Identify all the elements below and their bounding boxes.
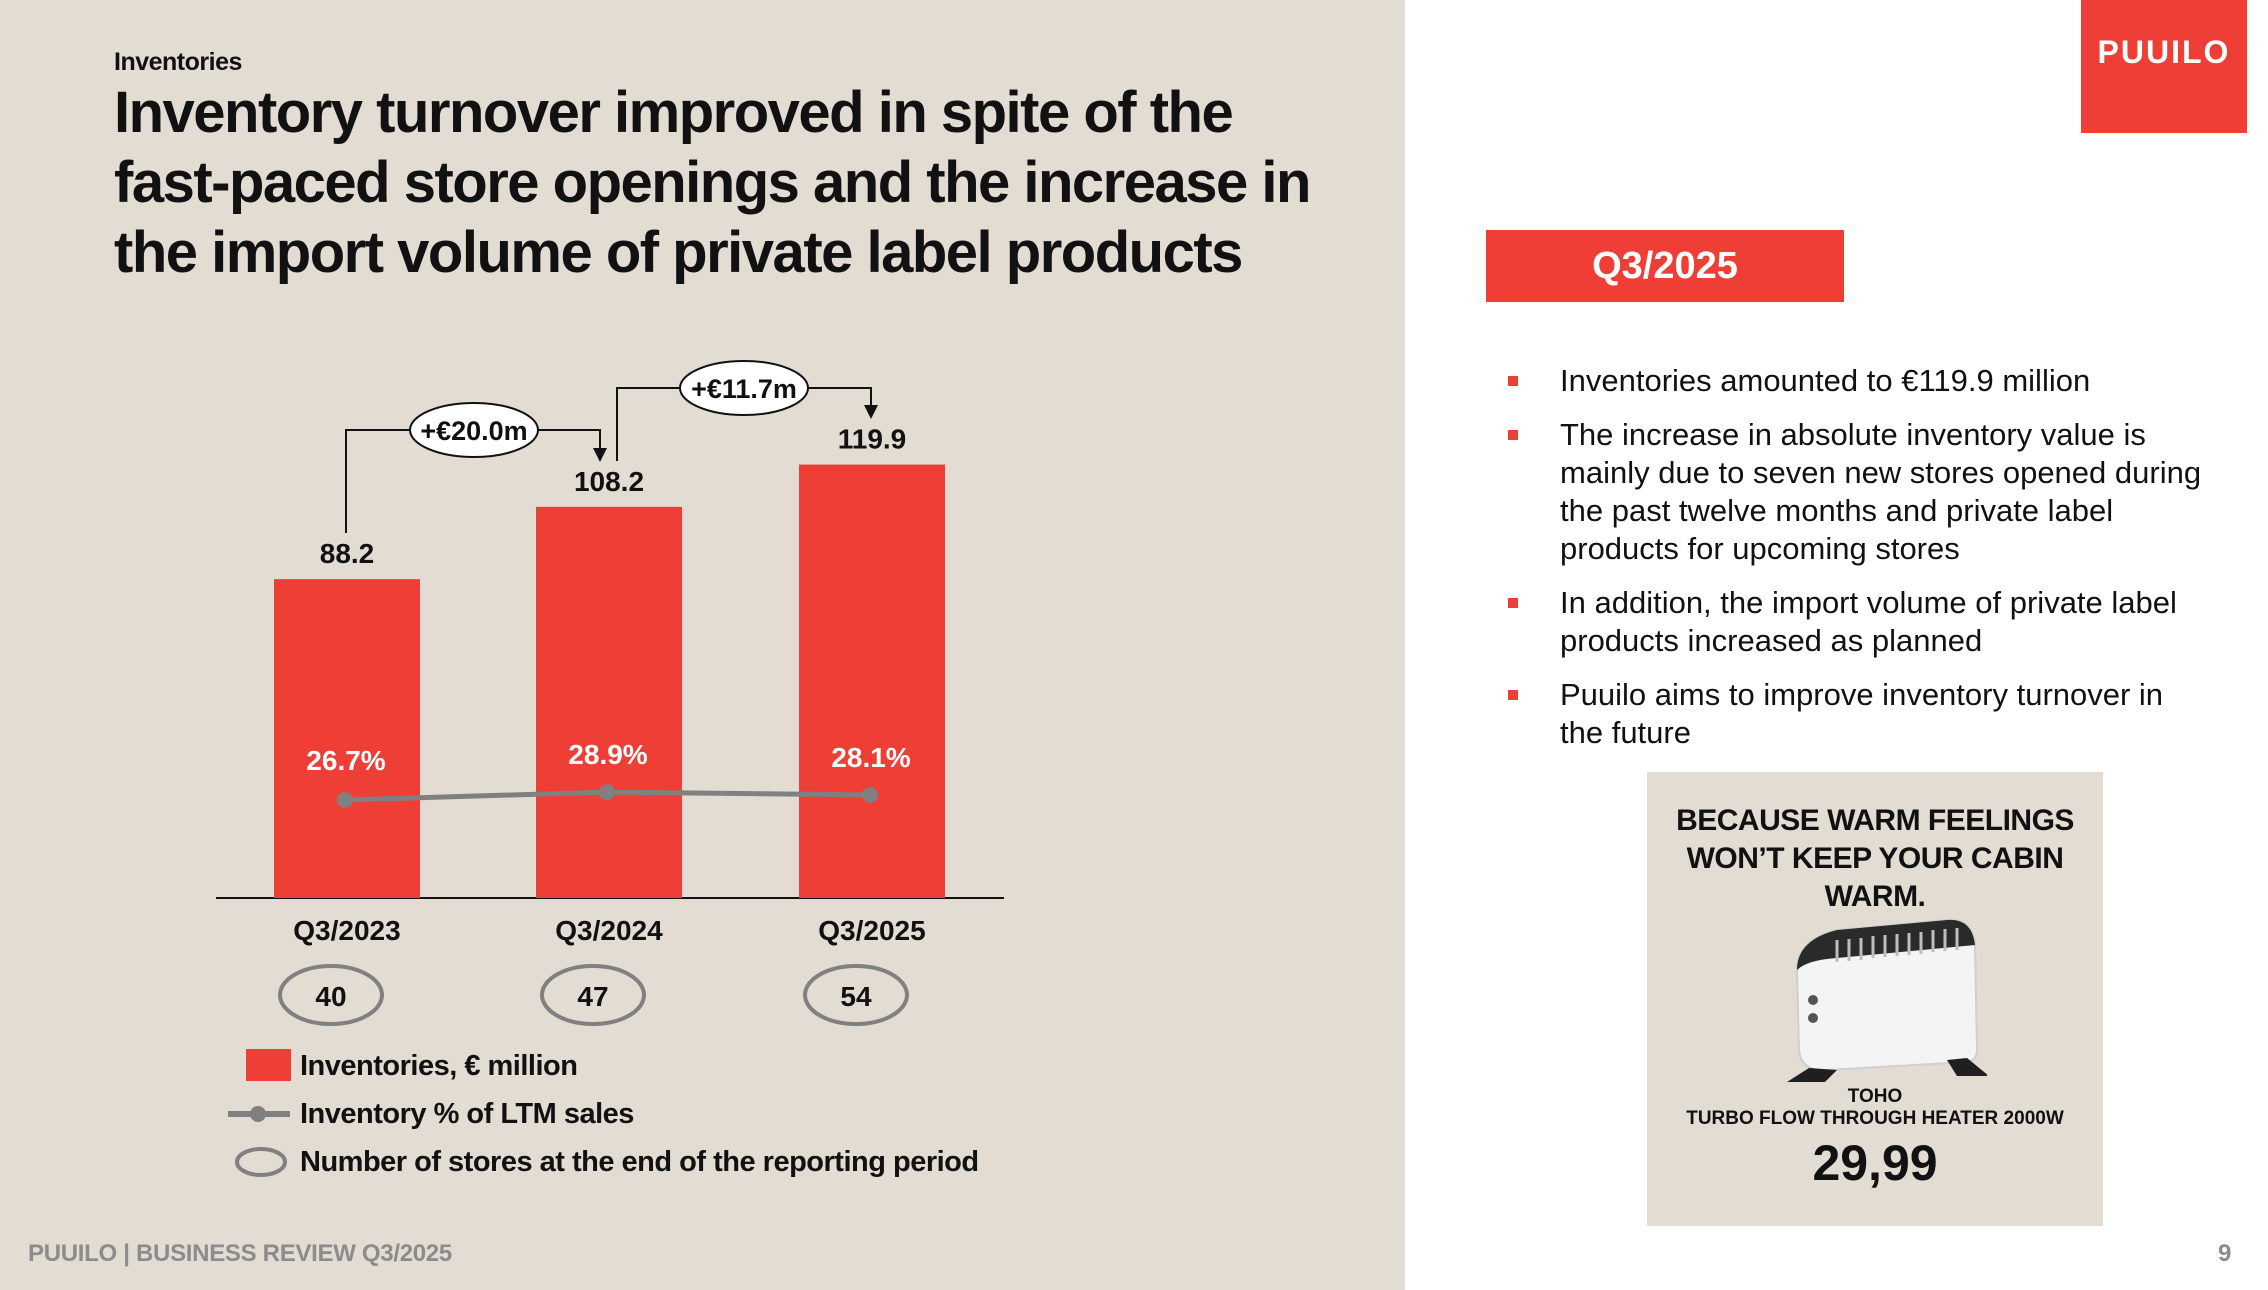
bullet-item: The increase in absolute inventory value… — [1504, 416, 2204, 568]
line-value-label: 28.9% — [568, 739, 647, 770]
inventory-chart: 88.2 Q3/2023 40 108.2 Q3/2024 47 119.9 Q3/2025 5… — [216, 360, 1004, 1026]
store-count-ellipse — [803, 964, 909, 1026]
bar-value-label: 119.9 — [838, 424, 907, 455]
heater-advert: BECAUSE WARM FEELINGS WON’T KEEP YOUR CA… — [1647, 772, 2103, 1226]
change-label: +€11.7m — [691, 374, 797, 404]
bullet-item: Inventories amounted to €119.9 million — [1504, 362, 2204, 400]
advert-brand: TOHO — [1847, 1086, 1903, 1107]
advert-product: TURBO FLOW THROUGH HEATER 2000W — [1686, 1108, 2064, 1129]
bullet-square-icon — [1508, 598, 1518, 608]
bullet-item: In addition, the import volume of privat… — [1504, 584, 2204, 660]
bar-inventories — [536, 506, 682, 898]
advert-headline: BECAUSE WARM FEELINGS WON’T KEEP YOUR CA… — [1647, 802, 2103, 916]
store-count-ellipse — [540, 964, 646, 1026]
x-tick-label: Q3/2024 — [555, 915, 663, 946]
bar-value-label: 88.2 — [320, 538, 375, 569]
line-value-label: 28.1% — [831, 742, 910, 773]
bullet-text: Inventories amounted to €119.9 million — [1560, 363, 2091, 398]
section-label: Inventories — [114, 48, 242, 76]
legend-label-stores: Number of stores at the end of the repor… — [300, 1146, 979, 1178]
bullet-square-icon — [1508, 690, 1518, 700]
line-value-label: 26.7% — [306, 745, 385, 776]
x-tick-label: Q3/2023 — [293, 915, 400, 946]
page-number: 9 — [2218, 1240, 2232, 1267]
bullet-text: Puuilo aims to improve inventory turnove… — [1560, 677, 2164, 750]
page-title: Inventory turnover improved in spite of … — [114, 80, 1311, 285]
bar-inventories — [799, 464, 945, 898]
legend-ellipse-marker — [235, 1147, 287, 1177]
arrow-down-icon — [593, 448, 607, 462]
x-tick-label: Q3/2025 — [818, 915, 925, 946]
puuilo-logo: PUUILO — [2081, 0, 2247, 133]
bullet-text: The increase in absolute inventory value… — [1560, 417, 2202, 566]
line-point — [862, 786, 878, 803]
store-count-ellipse — [278, 964, 384, 1026]
legend-bar-marker — [246, 1049, 291, 1081]
bullet-square-icon — [1508, 376, 1518, 386]
store-count-label: 54 — [840, 981, 872, 1012]
period-badge: Q3/2025 — [1486, 230, 1844, 302]
bullet-item: Puuilo aims to improve inventory turnove… — [1504, 676, 2204, 752]
change-label-bubble — [409, 402, 539, 458]
change-label-bubble — [679, 360, 809, 416]
legend-label-inventories: Inventories, € million — [300, 1050, 578, 1082]
arrow-down-icon — [864, 405, 878, 419]
bullet-list: Inventories amounted to €119.9 million T… — [1504, 362, 2204, 768]
advert-headline-line1: BECAUSE WARM FEELINGS — [1676, 804, 2074, 837]
bullet-text: In addition, the import volume of privat… — [1560, 585, 2177, 658]
change-label: +€20.0m — [420, 416, 527, 446]
line-point — [599, 784, 615, 801]
line-point — [337, 792, 353, 808]
legend-markers — [228, 1049, 291, 1177]
left-panel — [0, 0, 1405, 1290]
footer-text: PUUILO | BUSINESS REVIEW Q3/2025 — [28, 1240, 452, 1267]
heater-image-icon — [1787, 918, 1987, 1082]
legend-line-dot — [250, 1106, 266, 1122]
bar-inventories — [274, 579, 420, 898]
bullet-square-icon — [1508, 430, 1518, 440]
advert-headline-line2: WON’T KEEP YOUR CABIN WARM. — [1686, 842, 2064, 913]
store-count-label: 40 — [315, 981, 346, 1012]
advert-price: 29,99 — [1812, 1135, 1938, 1191]
legend-label-inventory-pct: Inventory % of LTM sales — [300, 1098, 634, 1130]
bar-value-label: 108.2 — [574, 466, 644, 497]
store-count-label: 47 — [577, 981, 608, 1012]
